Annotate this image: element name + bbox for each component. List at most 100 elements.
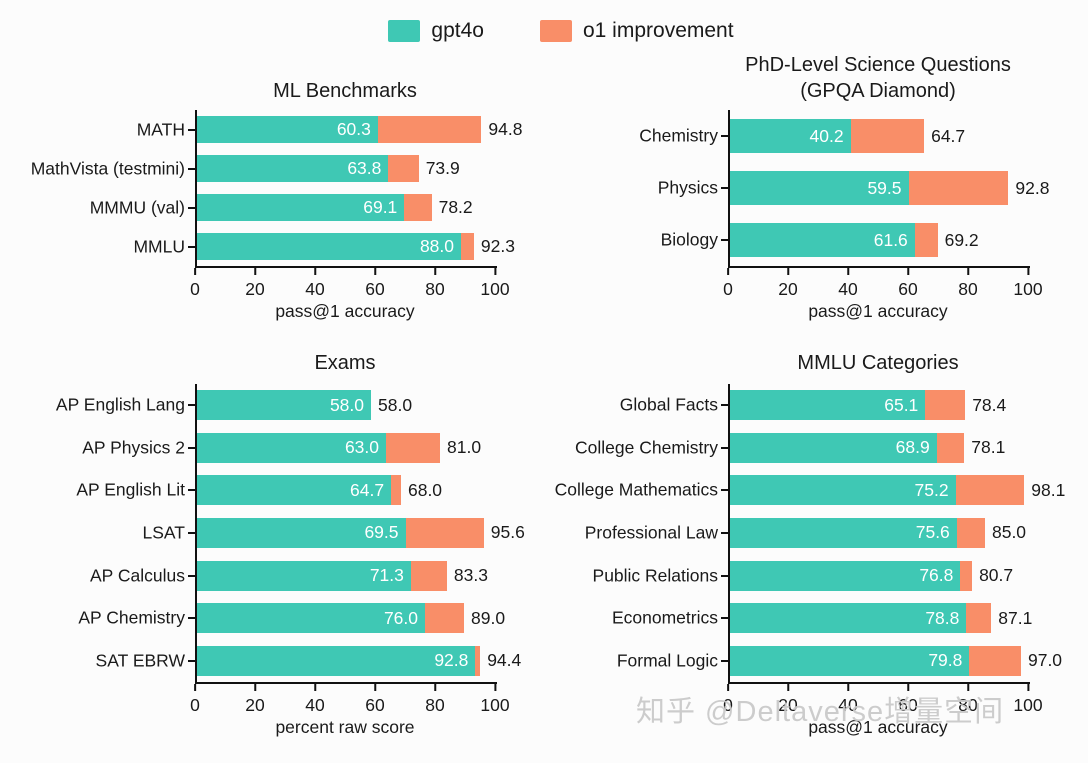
bar-row: AP English Lit 64.7 68.0: [76, 475, 497, 506]
gpt4o-bar-segment: 78.8: [730, 603, 967, 634]
stacked-bar: 63.8: [197, 155, 419, 182]
total-value-label: 69.2: [944, 229, 979, 250]
gpt4o-value-label: 63.0: [344, 437, 379, 458]
category-label: Econometrics: [611, 607, 718, 628]
gpt4o-value-label: 58.0: [329, 394, 364, 415]
chart-exams: Exams AP English Lang 58.0 58.0 AP Physics …: [0, 346, 544, 738]
plot-area: AP English Lang 58.0 58.0 AP Physics 2 63.0 8…: [56, 384, 525, 684]
chart-gpqa-diamond: PhD-Level Science Questions (GPQA Diamon…: [544, 48, 1088, 322]
x-axis-tick: 40: [305, 268, 325, 300]
tick-mark: [254, 268, 256, 275]
total-value-label: 97.0: [1027, 650, 1063, 671]
tick-mark: [787, 268, 789, 275]
tick-label: 60: [365, 695, 385, 715]
category-label: College Chemistry: [575, 437, 718, 458]
stacked-bar: 59.5: [730, 171, 1009, 205]
o1-improvement-bar-segment: [925, 390, 966, 421]
tick-label: 20: [778, 279, 798, 299]
tick-mark: [907, 684, 909, 691]
bar-row: Chemistry 40.2 64.7: [639, 119, 1030, 153]
legend: gpt4o o1 improvement: [34, 0, 1088, 48]
chart-title: ML Benchmarks: [273, 80, 417, 102]
x-axis-tick: 60: [365, 268, 385, 300]
gpt4o-value-label: 76.0: [383, 607, 418, 628]
category-label: Physics: [657, 177, 718, 198]
total-value-label: 92.8: [1015, 177, 1050, 198]
tick-mark: [1026, 268, 1029, 275]
chart-ml-benchmarks: ML Benchmarks MATH 60.3 94.8 MathVista (tes…: [0, 48, 544, 322]
stacked-bar: 64.7: [197, 475, 401, 506]
tick-mark: [847, 268, 849, 275]
x-axis-label: pass@1 accuracy: [808, 301, 948, 321]
category-label: Global Facts: [619, 394, 718, 415]
x-axis-ticks: 0 20 40 60 80 100: [723, 684, 1043, 716]
tick-label: 80: [958, 695, 978, 715]
gpt4o-bar-segment: 69.5: [197, 517, 406, 548]
total-value-label: 64.7: [931, 125, 966, 146]
gpt4o-bar-segment: 76.8: [730, 560, 961, 591]
x-axis-label: pass@1 accuracy: [808, 717, 948, 737]
gpt4o-value-label: 68.9: [895, 437, 930, 458]
stacked-bar: 63.0: [197, 432, 440, 463]
x-axis-ticks: 0 20 40 60 80 100: [190, 268, 510, 300]
total-value-label: 78.2: [438, 197, 473, 217]
tick-label: 20: [245, 279, 265, 299]
bar-row: MATH 60.3 94.8: [137, 116, 522, 143]
total-value-label: 95.6: [490, 522, 525, 543]
watermark: 知乎 @Deltaverse增量空间: [636, 696, 1005, 728]
tick-label: 80: [958, 279, 978, 299]
tick-mark: [726, 684, 729, 691]
tick-label: 60: [898, 695, 918, 715]
tick-label: 0: [190, 279, 200, 299]
legend-item-gpt4o: gpt4o: [388, 19, 484, 43]
stacked-bar: 58.0: [197, 390, 371, 421]
bar-row: Formal Logic 79.8 97.0: [617, 645, 1062, 676]
category-label: AP English Lit: [76, 479, 185, 500]
tick-mark: [314, 684, 316, 691]
tick-label: 100: [480, 695, 510, 715]
bar-row: Physics 59.5 92.8: [658, 171, 1049, 205]
x-axis-tick: 0: [723, 684, 733, 716]
bar-row: Public Relations 76.8 80.7: [593, 560, 1030, 591]
gpt4o-bar-segment: 63.8: [197, 155, 389, 182]
tick-label: 40: [838, 695, 858, 715]
gpt4o-bar-segment: 75.2: [730, 475, 956, 506]
tick-label: 20: [245, 695, 265, 715]
bar-row: AP Chemistry 76.0 89.0: [78, 603, 505, 634]
gpt4o-value-label: 61.6: [873, 229, 908, 250]
total-value-label: 83.3: [453, 565, 488, 586]
stacked-bar: 60.3: [197, 116, 482, 143]
x-axis-tick: 80: [425, 268, 445, 300]
gpt4o-bar-segment: 69.1: [197, 194, 405, 221]
x-axis-tick: 80: [425, 684, 445, 716]
gpt4o-value-label: 76.8: [919, 565, 954, 586]
gpt4o-value-label: 75.2: [914, 479, 949, 500]
tick-mark: [493, 268, 496, 275]
total-value-label: 85.0: [991, 522, 1027, 543]
gpt4o-bar-segment: 64.7: [197, 475, 392, 506]
x-axis-tick: 100: [1013, 684, 1043, 716]
x-axis-tick: 60: [898, 268, 918, 300]
o1-improvement-bar-segment: [405, 517, 484, 548]
x-axis-tick: 40: [305, 684, 325, 716]
gpt4o-bar-segment: 59.5: [730, 171, 909, 205]
o1-improvement-bar-segment: [914, 223, 938, 257]
tick-mark: [193, 268, 196, 275]
bar-row: Econometrics 78.8 87.1: [612, 603, 1032, 634]
bar-row: LSAT 69.5 95.6: [143, 517, 525, 548]
tick-mark: [374, 684, 376, 691]
bar-row: Professional Law 75.6 85.0: [585, 517, 1030, 548]
category-label: AP Calculus: [89, 565, 185, 586]
x-axis-tick: 80: [958, 268, 978, 300]
total-value-label: 89.0: [471, 607, 506, 628]
total-value-label: 94.4: [487, 650, 522, 671]
total-value-label: 80.7: [979, 565, 1014, 586]
category-label: MMMU (val): [89, 197, 185, 217]
tick-label: 100: [1013, 695, 1043, 715]
bar-row: MMMU (val) 69.1 78.2: [90, 194, 497, 221]
tick-label: 0: [723, 279, 733, 299]
tick-mark: [967, 684, 969, 691]
gpt4o-bar-segment: 60.3: [197, 116, 378, 143]
category-label: AP Chemistry: [78, 607, 185, 628]
